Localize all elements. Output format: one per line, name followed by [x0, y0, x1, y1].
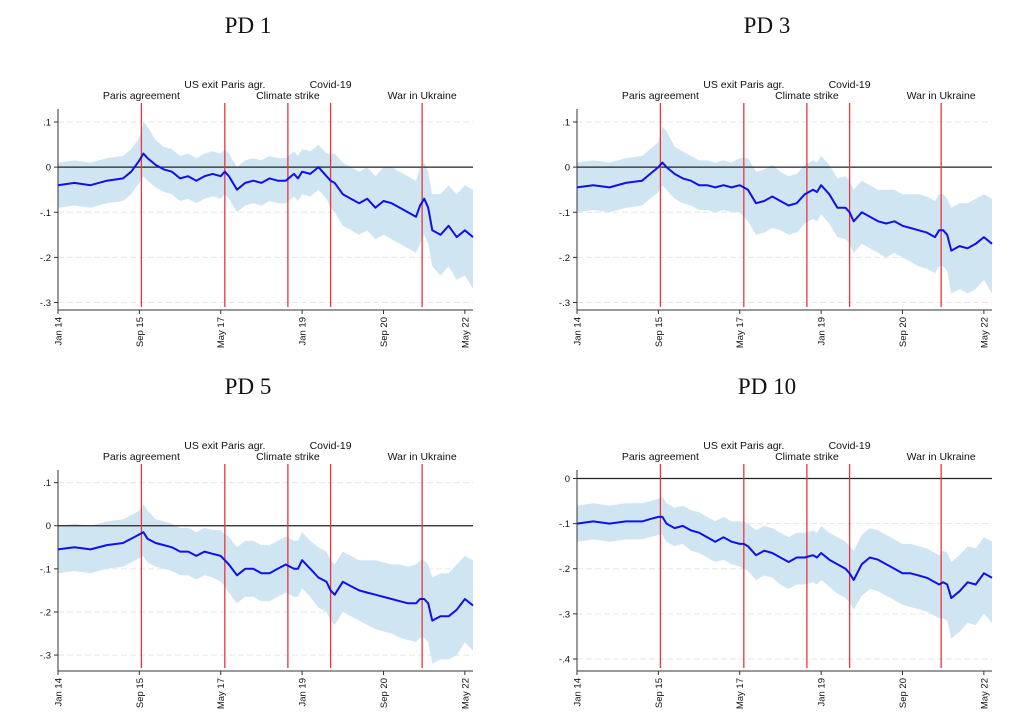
x-tick-label: Sep 20	[898, 317, 909, 347]
y-tick-label: -.1	[559, 208, 570, 219]
x-tick-label: May 22	[979, 317, 990, 348]
x-tick-label: Jan 14	[54, 678, 65, 707]
y-tick-label: -.2	[559, 564, 570, 575]
event-label: US exit Paris agr.	[703, 440, 784, 452]
x-tick-label: May 17	[735, 317, 746, 348]
confidence-band	[577, 126, 992, 294]
y-tick-label: .1	[43, 118, 51, 129]
y-tick-label: 0	[565, 474, 570, 485]
x-tick-label: May 22	[979, 678, 990, 709]
y-tick-label: -.1	[559, 519, 570, 530]
x-tick-label: Sep 20	[379, 317, 390, 347]
event-label: US exit Paris agr.	[184, 79, 265, 91]
event-label: Covid-19	[829, 79, 871, 91]
confidence-band	[58, 504, 473, 664]
y-tick-label: -.4	[559, 654, 570, 665]
event-label: Covid-19	[310, 440, 352, 452]
event-label: Paris agreement	[103, 90, 180, 102]
x-tick-label: May 17	[216, 317, 227, 348]
y-tick-label: -.1	[40, 208, 51, 219]
event-label: Paris agreement	[622, 90, 699, 102]
event-label: US exit Paris agr.	[703, 79, 784, 91]
chart-title: PD 3	[743, 13, 791, 38]
event-label: Climate strike	[775, 451, 839, 463]
event-label: War in Ukraine	[907, 451, 976, 463]
y-tick-label: .1	[43, 478, 51, 489]
chart-plot: Paris agreement US exit Paris agr.Climate…	[559, 79, 993, 348]
y-tick-label: 0	[46, 163, 51, 174]
x-tick-label: Jan 14	[54, 317, 65, 346]
confidence-band	[577, 496, 992, 639]
series-line	[576, 515, 993, 600]
chart-plot: Paris agreement US exit Paris agr.Climate…	[559, 440, 993, 709]
series-line	[576, 161, 993, 252]
y-tick-label: -.3	[40, 651, 51, 662]
x-tick-label: Jan 19	[298, 317, 309, 346]
x-tick-label: Sep 15	[135, 317, 146, 347]
y-tick-label: 0	[46, 521, 51, 532]
chart-panel-pd1: PD 1 Paris agreement US exit Paris agr. Cl…	[8, 5, 508, 355]
event-label: Paris agreement	[622, 451, 699, 463]
event-label: US exit Paris agr.	[184, 440, 265, 452]
event-label: Climate strike	[256, 451, 320, 463]
event-label: Covid-19	[829, 440, 871, 452]
chart-title: PD 5	[224, 374, 272, 399]
y-tick-label: 0	[565, 163, 570, 174]
series-line	[57, 152, 474, 239]
x-tick-label: May 22	[460, 678, 471, 709]
series-line	[57, 531, 474, 622]
event-label: Covid-19	[310, 79, 352, 91]
chart-title: PD 10	[737, 374, 797, 399]
y-tick-label: .1	[562, 118, 570, 129]
chart-panel-pd3: PD 3 Paris agreement US exit Paris agr. Cl…	[527, 5, 1024, 355]
x-tick-label: Jan 19	[817, 678, 828, 707]
event-label: Paris agreement	[103, 451, 180, 463]
y-tick-label: -.1	[40, 564, 51, 575]
confidence-band	[58, 122, 473, 289]
x-tick-label: Jan 14	[573, 317, 584, 346]
event-label: Climate strike	[775, 90, 839, 102]
x-tick-label: Sep 20	[379, 678, 390, 708]
x-tick-label: Sep 15	[654, 678, 665, 708]
chart-panel-pd10: PD 10 Paris agreement US exit Paris agr. C…	[527, 366, 1024, 716]
y-tick-label: -.3	[559, 609, 570, 620]
y-tick-label: -.2	[40, 607, 51, 618]
y-tick-label: -.3	[559, 298, 570, 309]
event-label: War in Ukraine	[388, 451, 457, 463]
event-label: Climate strike	[256, 90, 320, 102]
x-tick-label: Sep 15	[135, 678, 146, 708]
chart-title: PD 1	[224, 13, 272, 38]
y-tick-label: -.2	[559, 253, 570, 264]
x-tick-label: Sep 15	[654, 317, 665, 347]
x-tick-label: Jan 19	[298, 678, 309, 707]
event-label: War in Ukraine	[907, 90, 976, 102]
chart-plot: Paris agreement US exit Paris agr.Climate…	[40, 440, 474, 709]
x-tick-label: May 17	[735, 678, 746, 709]
x-tick-label: Sep 20	[898, 678, 909, 708]
chart-panel-pd5: PD 5 Paris agreement US exit Paris agr. Cl…	[8, 366, 508, 716]
event-label: War in Ukraine	[388, 90, 457, 102]
x-tick-label: Jan 14	[573, 678, 584, 707]
y-tick-label: -.2	[40, 253, 51, 264]
y-tick-label: -.3	[40, 298, 51, 309]
x-tick-label: May 17	[216, 678, 227, 709]
x-tick-label: May 22	[460, 317, 471, 348]
chart-plot: Paris agreement US exit Paris agr.Climate…	[40, 79, 474, 348]
x-tick-label: Jan 19	[817, 317, 828, 346]
